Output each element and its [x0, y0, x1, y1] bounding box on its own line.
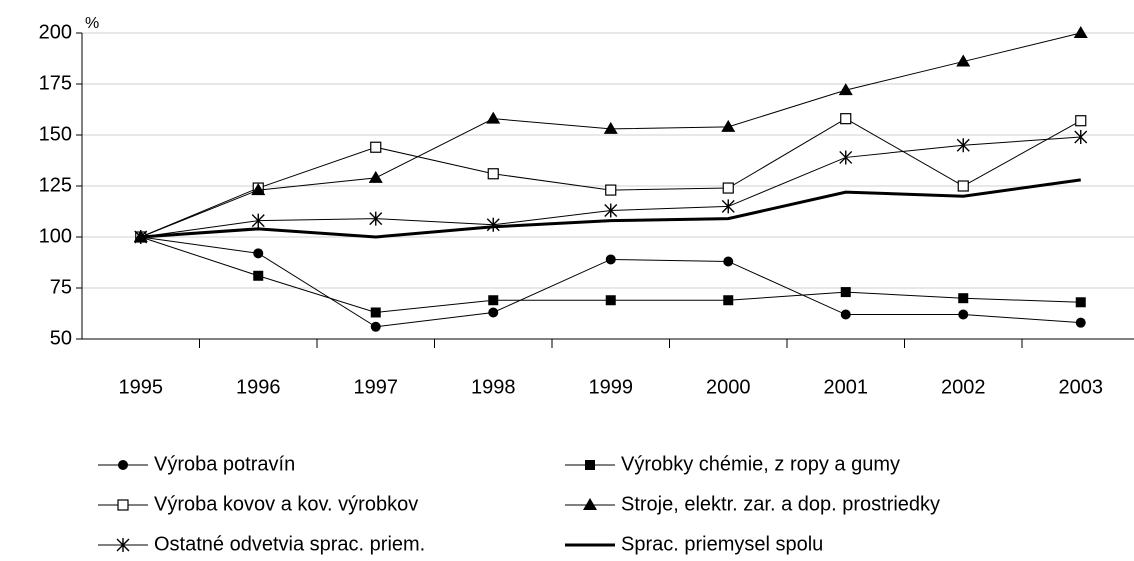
marker — [487, 168, 499, 180]
marker-stroke — [251, 213, 265, 228]
marker — [840, 287, 851, 298]
y-tick-label: 175 — [39, 72, 72, 94]
marker-stroke — [369, 211, 383, 226]
marker — [585, 460, 595, 470]
marker — [1075, 297, 1086, 308]
marker-stroke — [604, 203, 618, 218]
legend-item: Výroba kovov a kov. výrobkov — [98, 493, 418, 515]
y-tick-label: 50 — [50, 327, 72, 349]
marker — [118, 460, 128, 470]
y-tick-label: 150 — [39, 123, 72, 145]
marker — [116, 538, 130, 552]
legend-item: Sprac. priemysel spolu — [565, 533, 823, 555]
marker — [370, 321, 381, 332]
marker — [488, 307, 499, 318]
marker — [840, 309, 851, 320]
marker — [957, 180, 969, 192]
marker — [253, 270, 264, 281]
marker — [369, 211, 383, 226]
x-tick-label: 1999 — [589, 376, 634, 398]
marker — [722, 182, 734, 194]
marker — [117, 499, 129, 511]
marker — [583, 498, 597, 510]
legend-label: Výrobky chémie, z ropy a gumy — [621, 453, 900, 475]
marker — [486, 217, 500, 232]
x-tick-label: 1998 — [471, 376, 516, 398]
marker — [1075, 115, 1087, 127]
marker — [370, 141, 382, 153]
marker — [604, 203, 618, 218]
marker-stroke — [956, 138, 970, 153]
legend-label: Výroba kovov a kov. výrobkov — [154, 493, 418, 515]
y-tick-label: 200 — [39, 21, 72, 43]
marker — [605, 184, 617, 196]
marker — [253, 248, 264, 259]
marker — [368, 170, 383, 183]
marker — [721, 119, 736, 132]
marker — [251, 183, 266, 196]
legend-label: Sprac. priemysel spolu — [621, 533, 823, 555]
marker — [1074, 130, 1088, 145]
marker — [958, 309, 969, 320]
marker — [605, 295, 616, 306]
x-tick-label: 2001 — [824, 376, 869, 398]
x-tick-label: 2002 — [941, 376, 986, 398]
marker — [488, 295, 499, 306]
marker-stroke — [116, 538, 130, 552]
marker — [603, 121, 618, 134]
marker — [958, 293, 969, 304]
legend-item: Ostatné odvetvia sprac. priem. — [98, 533, 425, 555]
marker — [721, 199, 735, 214]
marker — [370, 307, 381, 318]
legend-label: Stroje, elektr. zar. a dop. prostriedky — [621, 493, 940, 515]
x-tick-label: 1996 — [236, 376, 281, 398]
series-line — [140, 236, 1081, 328]
legend-label: Výroba potravín — [154, 453, 295, 475]
y-axis-label: % — [85, 15, 99, 32]
marker — [723, 295, 734, 306]
series-line — [140, 178, 1081, 239]
x-tick-label: 1997 — [354, 376, 399, 398]
y-tick-label: 75 — [50, 276, 72, 298]
marker — [251, 213, 265, 228]
marker-stroke — [486, 217, 500, 232]
marker — [723, 256, 734, 267]
marker — [838, 83, 853, 96]
x-tick-label: 1995 — [119, 376, 164, 398]
y-tick-label: 125 — [39, 174, 72, 196]
legend-item: Výroba potravín — [98, 453, 295, 475]
marker-stroke — [1074, 130, 1088, 145]
marker — [486, 111, 501, 124]
marker-stroke — [721, 199, 735, 214]
marker — [605, 254, 616, 265]
y-tick-label: 100 — [39, 225, 72, 247]
marker — [1075, 317, 1086, 328]
x-tick-label: 2003 — [1059, 376, 1104, 398]
marker — [956, 138, 970, 153]
legend-item: Výrobky chémie, z ropy a gumy — [565, 453, 900, 475]
x-tick-label: 2000 — [706, 376, 751, 398]
marker — [1073, 26, 1088, 38]
marker — [839, 150, 853, 165]
marker — [840, 113, 852, 125]
legend-label: Ostatné odvetvia sprac. priem. — [154, 533, 425, 555]
legend-item: Stroje, elektr. zar. a dop. prostriedky — [565, 493, 940, 515]
marker-stroke — [839, 150, 853, 165]
marker — [956, 54, 971, 67]
